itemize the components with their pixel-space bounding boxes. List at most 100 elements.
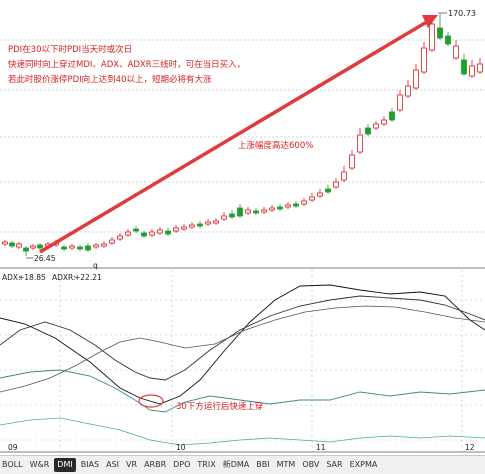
candle-body xyxy=(165,230,171,235)
candle-body xyxy=(37,244,43,249)
candle-body xyxy=(349,154,355,169)
candle-body xyxy=(205,221,211,225)
candle-body xyxy=(125,231,131,236)
high-price-label: 170.73 xyxy=(448,9,476,18)
mdi-line xyxy=(0,369,485,413)
x-tick-label: 11 xyxy=(316,443,326,452)
indicator-tab-bar: BOLL W&R DMI BIAS ASI VR ARBR DPO TRIX 新DMA BBI MTM… xyxy=(0,455,485,474)
candle-body xyxy=(373,123,379,129)
cross-highlight-circle xyxy=(138,394,164,408)
candle-body xyxy=(245,209,251,214)
candle-body xyxy=(93,244,99,248)
candle-body xyxy=(9,242,15,247)
adx-value: +18.85 xyxy=(18,273,46,282)
tab-vr[interactable]: VR xyxy=(126,460,138,469)
candle-body xyxy=(197,223,203,227)
x-tick-label: 12 xyxy=(465,443,475,452)
candle-body xyxy=(101,243,107,247)
tab-w-r[interactable]: W&R xyxy=(29,460,50,469)
tab-dpo[interactable]: DPO xyxy=(173,460,191,469)
candle-body xyxy=(30,245,36,249)
tab-dmi[interactable]: DMI xyxy=(54,458,76,472)
x-tick-label: 09 xyxy=(8,443,18,452)
candle-body xyxy=(301,200,307,205)
cross-note: 30下方运行后快速上穿 xyxy=(176,401,263,412)
candle-body xyxy=(261,209,267,213)
candle-body xyxy=(413,69,419,89)
tab-mtm[interactable]: MTM xyxy=(276,460,296,469)
candle-body xyxy=(277,206,283,210)
candle-body xyxy=(381,119,387,125)
candle-body xyxy=(405,85,411,97)
x-tick-label: 10 xyxy=(176,443,186,452)
adxr-line xyxy=(0,305,485,393)
tab-trix[interactable]: TRIX xyxy=(197,460,216,469)
candle-body xyxy=(23,247,29,252)
candle-body xyxy=(133,228,139,232)
candle-body xyxy=(333,181,339,188)
candle-body xyxy=(77,246,83,250)
candle-body xyxy=(421,47,427,73)
rally-arrow xyxy=(39,18,431,254)
annotation-line-3: 若此时股价涨停PDI向上达到40以上，短期必将有大涨 xyxy=(8,74,212,85)
candle-body xyxy=(69,245,75,249)
candle-body xyxy=(229,213,235,218)
candle-body xyxy=(269,207,275,211)
candle-body xyxy=(341,171,347,181)
candle-body xyxy=(61,246,67,250)
candle-body xyxy=(429,23,435,51)
candle-body xyxy=(237,207,243,217)
candle-body xyxy=(461,59,467,75)
candle-body xyxy=(357,134,363,153)
candle-body xyxy=(317,192,323,197)
candle-body xyxy=(397,94,403,111)
q-marker: q xyxy=(93,261,98,270)
candle-body xyxy=(469,65,475,77)
candle-body xyxy=(365,127,371,135)
candle-body xyxy=(389,111,395,121)
candle-body xyxy=(325,188,331,193)
gain-note: 上涨幅度高达600% xyxy=(238,140,313,151)
candle-body xyxy=(189,224,195,228)
candle-body xyxy=(85,245,91,251)
low-price-label: 26.45 xyxy=(34,254,56,263)
tab--dma[interactable]: 新DMA xyxy=(222,460,250,469)
tab-bbi[interactable]: BBI xyxy=(256,460,270,469)
pdi-line xyxy=(0,284,485,405)
tab-sar[interactable]: SAR xyxy=(326,460,343,469)
candle-body xyxy=(221,215,227,220)
candle-body xyxy=(141,232,147,237)
tab-bias[interactable]: BIAS xyxy=(80,460,100,469)
adxr-label: ADXR: xyxy=(52,273,76,282)
candle-body xyxy=(2,241,8,245)
tab-boll[interactable]: BOLL xyxy=(2,460,23,469)
adx-label: ADX: xyxy=(2,273,21,282)
adx-line xyxy=(0,295,485,381)
annotation-line-1: PDI在30以下时PDI当天时或次日 xyxy=(8,44,132,55)
annotation-line-2: 快速同时向上穿过MDI、ADX、ADXR三线时，可在当日买入， xyxy=(8,59,245,70)
adxr-value: +22.21 xyxy=(74,273,102,282)
candle-body xyxy=(253,210,259,214)
rally-arrow-head xyxy=(422,15,438,28)
candle-body xyxy=(437,27,443,39)
candle-body xyxy=(213,220,219,224)
candle-body xyxy=(117,235,123,240)
candle-body xyxy=(445,35,451,45)
candle-body xyxy=(285,204,291,208)
candle-body xyxy=(293,203,299,207)
candle-body xyxy=(149,231,155,236)
candle-body xyxy=(157,229,163,234)
tab-asi[interactable]: ASI xyxy=(106,460,120,469)
dmi-base-line xyxy=(0,417,485,446)
tab-expma[interactable]: EXPMA xyxy=(349,460,378,469)
candle-body xyxy=(453,45,459,59)
candle-body xyxy=(109,239,115,244)
candle-body xyxy=(173,227,179,232)
candle-body xyxy=(181,226,187,230)
tab-arbr[interactable]: ARBR xyxy=(144,460,167,469)
candle-body xyxy=(309,196,315,201)
tab-obv[interactable]: OBV xyxy=(302,460,320,469)
candle-body xyxy=(477,63,483,73)
candle-body xyxy=(16,243,22,248)
